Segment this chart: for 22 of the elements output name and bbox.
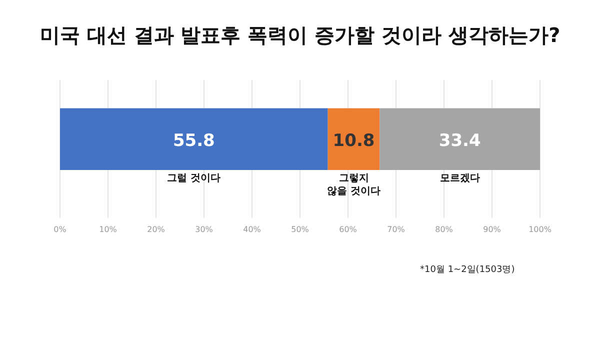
x-tick-label: 70%: [387, 225, 406, 234]
x-tick-label: 90%: [483, 225, 502, 234]
bar: [60, 108, 328, 170]
series-label: 그럴 것이다: [167, 173, 221, 184]
data-label: 10.8: [332, 131, 375, 152]
bar: [328, 108, 380, 170]
x-tick-label: 20%: [147, 225, 166, 234]
data-label: 55.8: [172, 131, 215, 152]
x-tick-label: 40%: [243, 225, 262, 234]
bar: [380, 108, 540, 170]
x-tick-label: 50%: [291, 225, 310, 234]
x-tick-label: 30%: [195, 225, 214, 234]
x-tick-label: 0%: [54, 225, 67, 234]
chart-title: 미국 대선 결과 발표후 폭력이 증가할 것이라 생각하는가?: [40, 23, 560, 47]
data-label: 33.4: [438, 131, 481, 152]
x-tick-label: 10%: [99, 225, 118, 234]
x-tick-label: 80%: [435, 225, 454, 234]
series-label: 모르겠다: [440, 173, 480, 184]
x-tick-label: 60%: [339, 225, 358, 234]
text: *10월 1~2일(1503명): [420, 265, 515, 275]
x-tick-label: 100%: [528, 225, 552, 234]
series-label: 그렇지 않을 것이다: [327, 173, 380, 197]
